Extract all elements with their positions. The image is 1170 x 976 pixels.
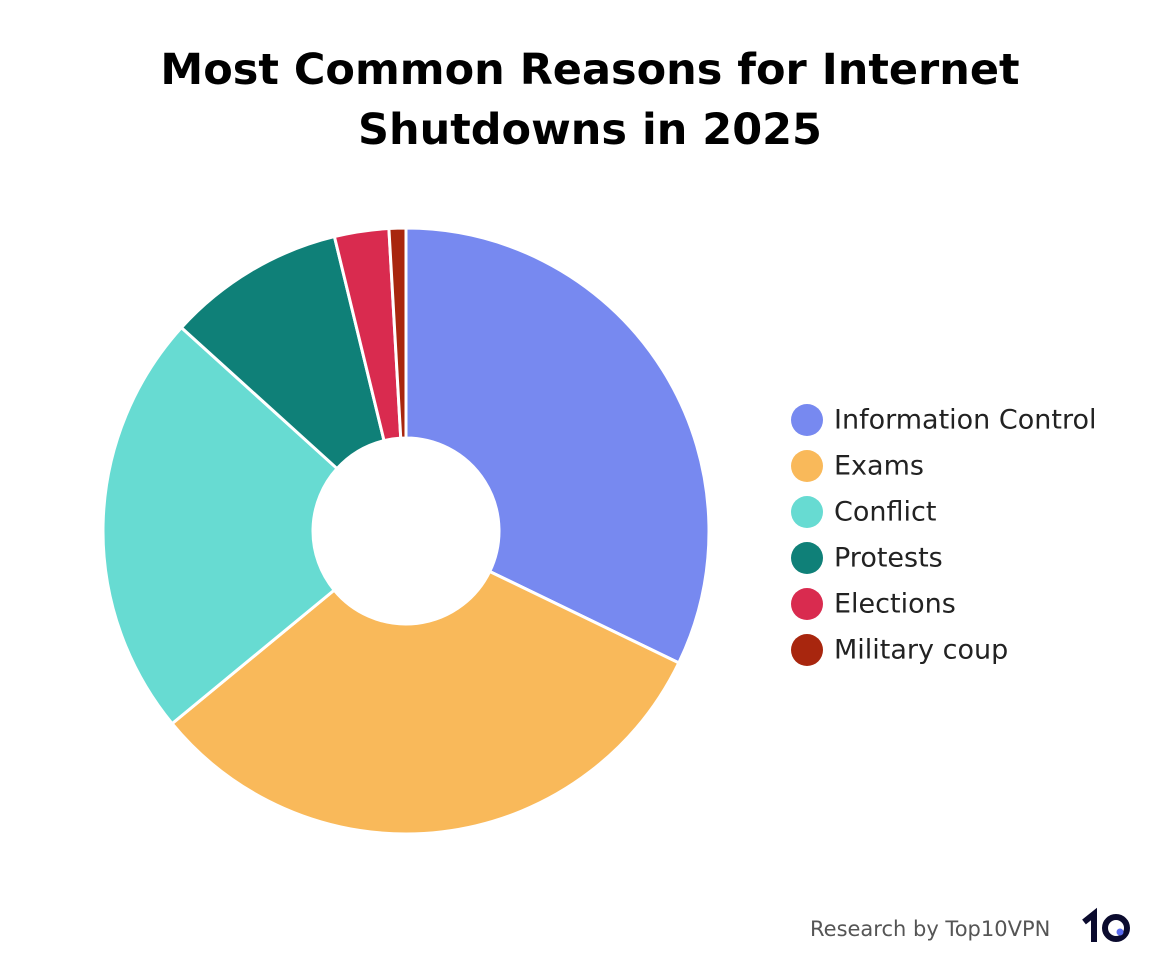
logo [1082, 907, 1130, 942]
legend-marker [791, 404, 823, 436]
logo-one [1082, 907, 1097, 942]
footer-credit: Research by Top10VPN [810, 917, 1050, 941]
legend-marker [791, 588, 823, 620]
logo-dot [1116, 928, 1124, 936]
legend-label: Military coup [834, 635, 1008, 666]
legend-marker [791, 450, 823, 482]
legend-label: Elections [834, 589, 956, 620]
chart-title: Most Common Reasons for Internet Shutdow… [160, 45, 1020, 155]
legend-label: Conflict [834, 497, 936, 528]
donut-slice [179, 235, 386, 471]
legend-label: Information Control [834, 405, 1096, 436]
logo-ring [1102, 914, 1130, 942]
donut-slice [404, 226, 711, 665]
donut-slice [387, 226, 408, 440]
legend-label: Exams [834, 451, 924, 482]
legend-marker [791, 542, 823, 574]
legend-label: Protests [834, 543, 943, 574]
legend-marker [791, 496, 823, 528]
donut-slice [170, 569, 681, 836]
legend-marker [791, 634, 823, 666]
donut-slice [101, 326, 339, 726]
